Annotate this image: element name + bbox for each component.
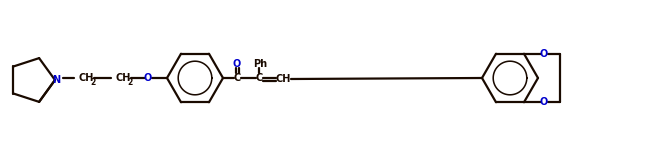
Text: C: C — [255, 73, 263, 83]
Text: CH: CH — [115, 73, 130, 83]
Text: O: O — [540, 97, 548, 107]
Text: CH: CH — [275, 74, 291, 84]
Text: Ph: Ph — [253, 59, 267, 69]
Text: C: C — [234, 73, 241, 83]
Text: 2: 2 — [90, 78, 95, 86]
Text: CH: CH — [78, 73, 93, 83]
Text: 2: 2 — [127, 78, 132, 86]
Text: N: N — [52, 75, 60, 85]
Text: O: O — [540, 49, 548, 59]
Text: O: O — [144, 73, 152, 83]
Text: O: O — [233, 59, 241, 69]
